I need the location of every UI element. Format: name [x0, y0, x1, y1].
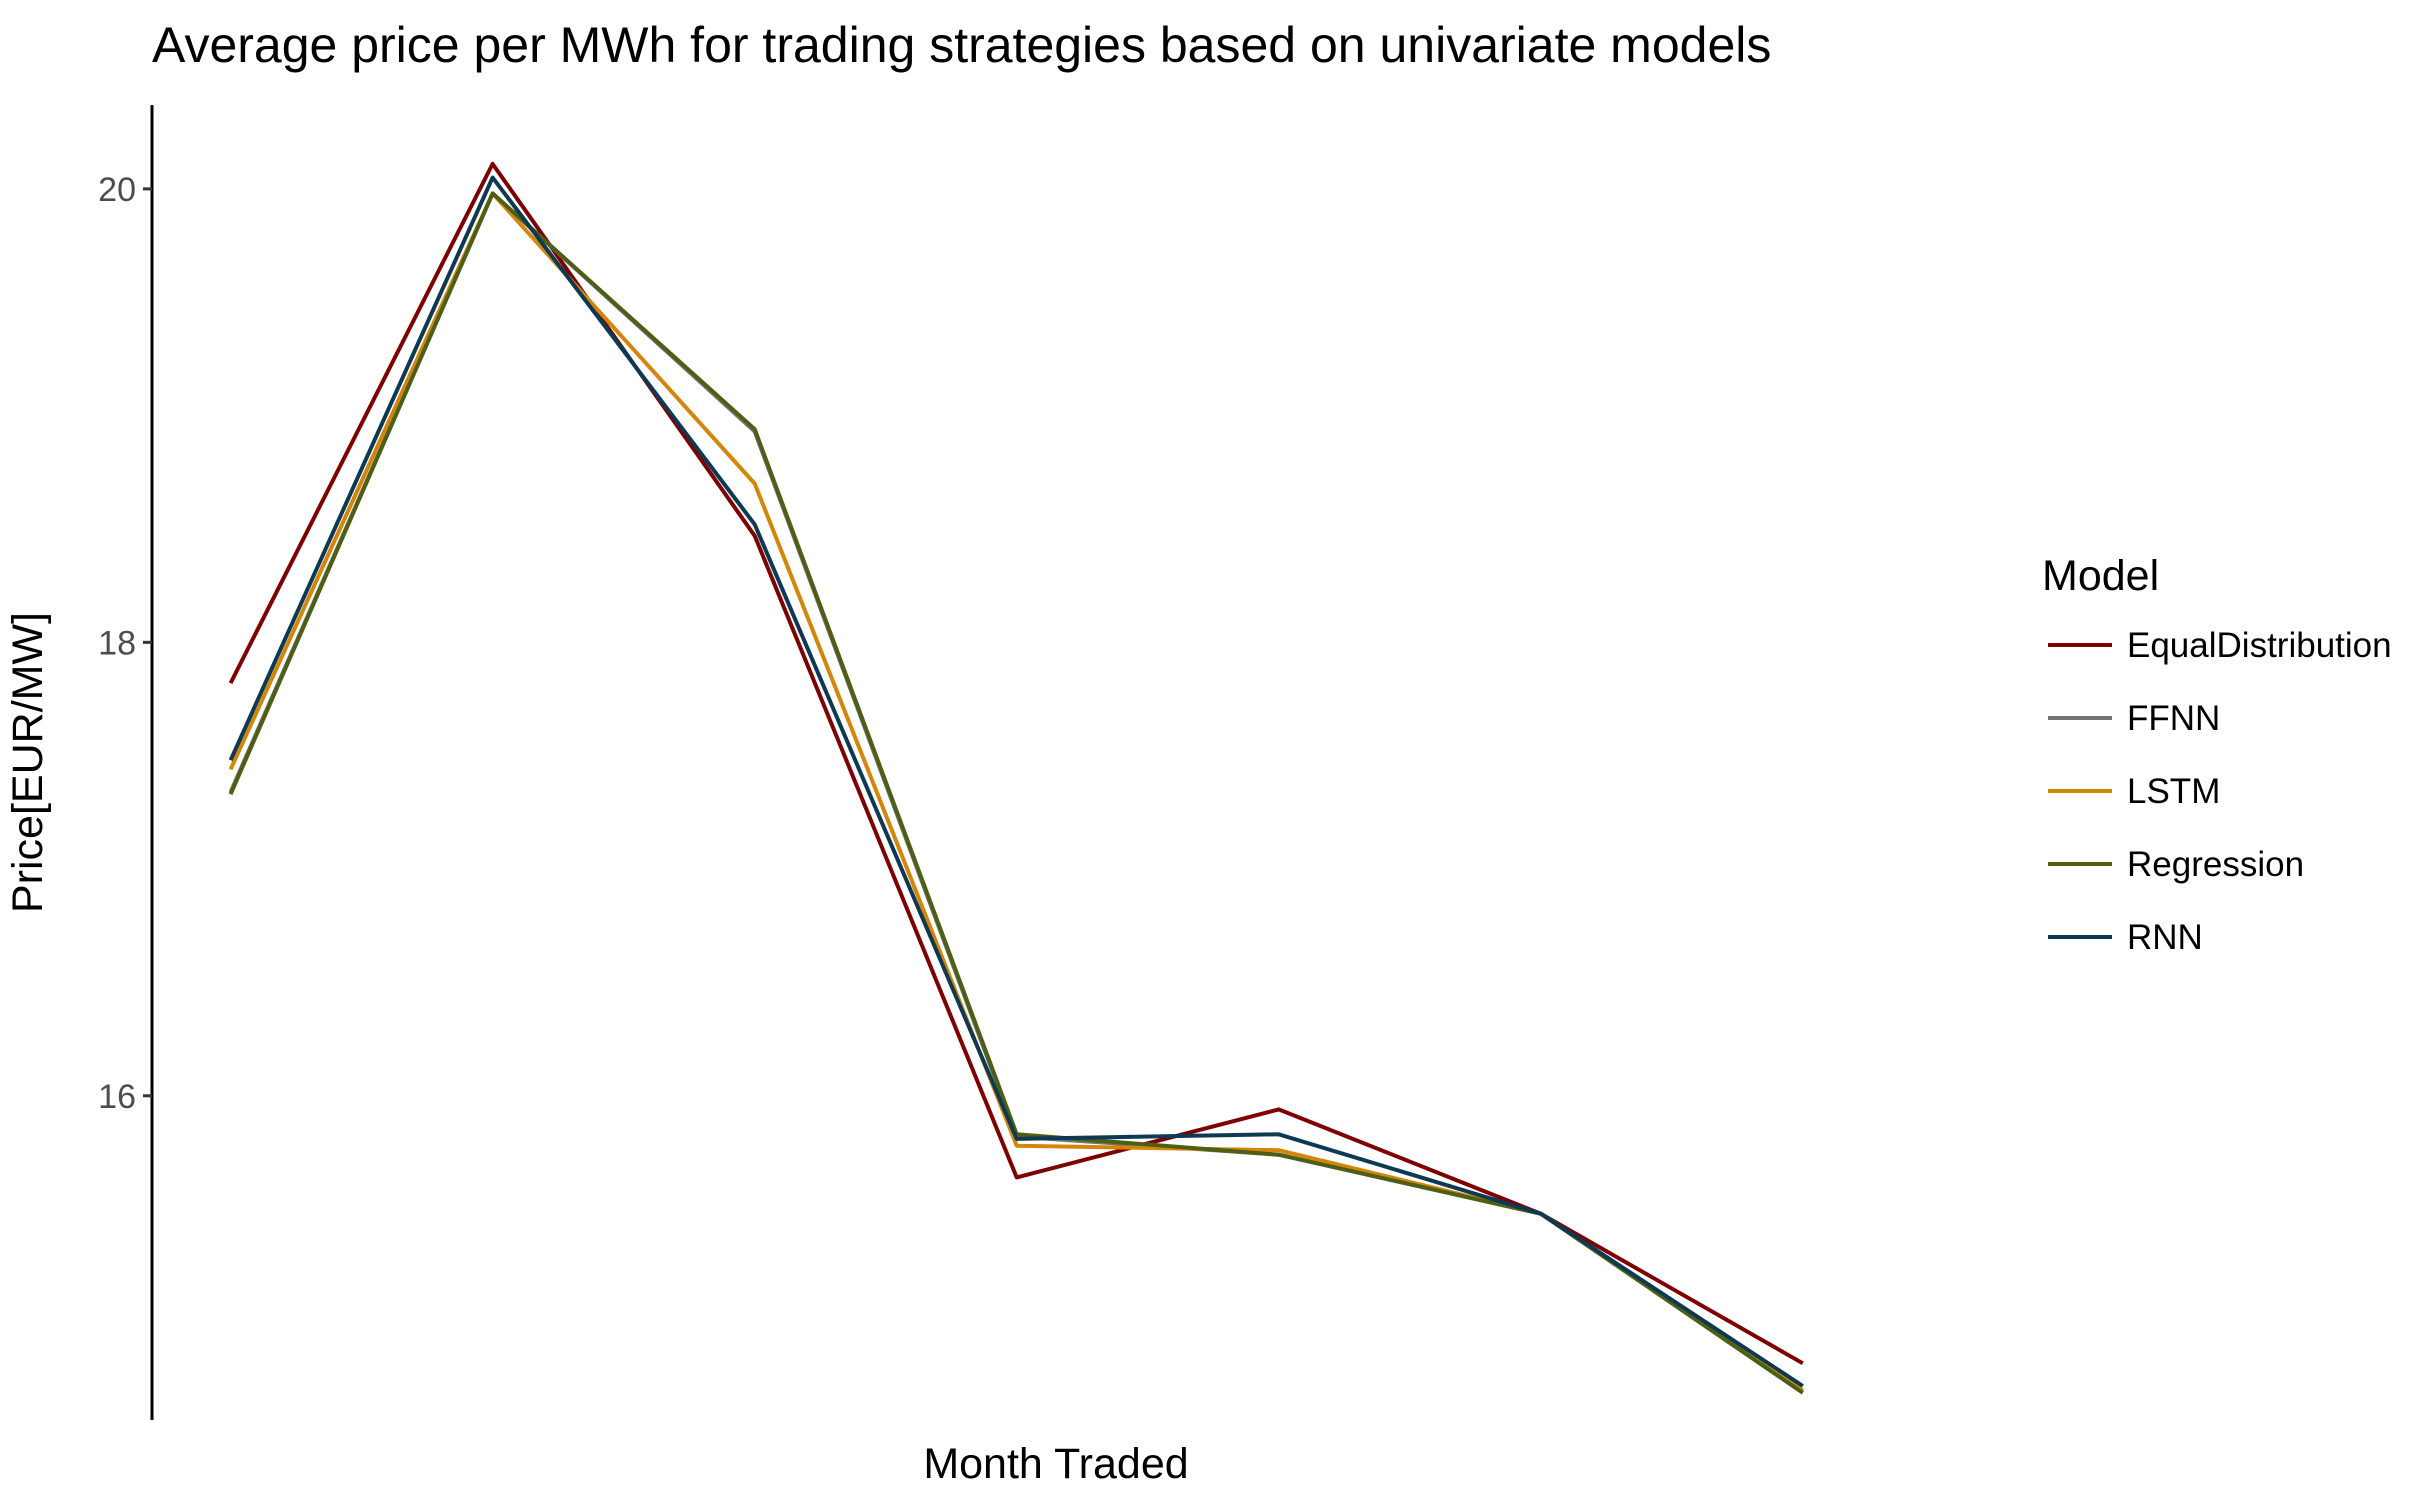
legend-title: Model: [2042, 552, 2159, 600]
legend: Model EqualDistribution FFNN LSTM Regressio…: [2042, 552, 2392, 957]
series-line-regression: [228, 191, 1804, 1395]
y-tick-label: 16: [98, 1078, 136, 1116]
legend-label-lstm: LSTM: [2127, 772, 2220, 811]
series-line-equaldistribution: [228, 161, 1804, 1366]
y-tick-label: 18: [98, 624, 136, 662]
legend-label-regression: Regression: [2127, 845, 2304, 884]
y-axis-title: Price[EUR/MW]: [4, 612, 52, 913]
legend-label-ffnn: FFNN: [2127, 699, 2220, 738]
y-axis-ticks: 16 18 20: [98, 171, 152, 1116]
legend-label-equaldistribution: EqualDistribution: [2127, 626, 2392, 665]
x-axis-title: Month Traded: [923, 1440, 1188, 1488]
series-line-rnn: [228, 175, 1804, 1388]
legend-items: EqualDistribution FFNN LSTM Regression RNN: [2048, 626, 2392, 957]
series-line-ffnn: [228, 191, 1804, 1393]
legend-label-rnn: RNN: [2127, 918, 2203, 957]
series-lines: [228, 161, 1804, 1395]
series-line-lstm: [228, 191, 1804, 1393]
y-tick-label: 20: [98, 171, 136, 209]
chart-title: Average price per MWh for trading strate…: [152, 17, 1771, 73]
